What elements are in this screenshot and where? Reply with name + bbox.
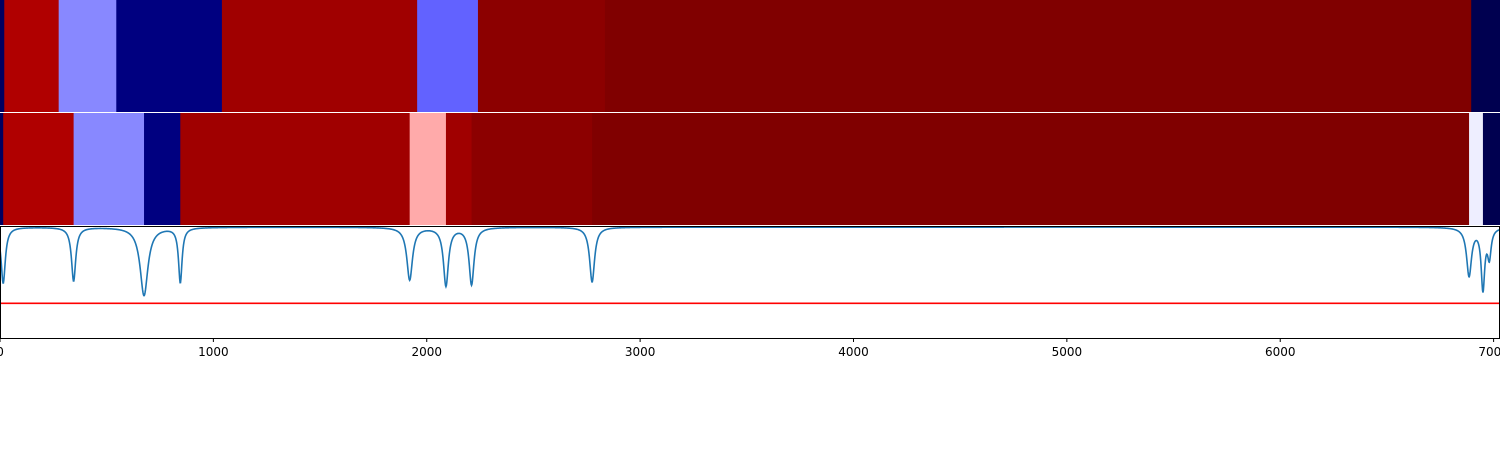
x-tick-label: 0 [0,345,4,359]
heatmap-segment [73,113,145,225]
heatmap-segment [604,0,1472,112]
heatmap-segment [1469,113,1484,225]
heatmap-segment [3,113,75,225]
signal-plot-frame [0,226,1500,339]
heatmap-track-1 [0,0,1500,112]
heatmap-segment [477,0,606,112]
heatmap-segment [1471,0,1500,112]
heatmap-segment [0,0,5,112]
x-axis: 0 1000 2000 3000 4000 5000 6000 7000 [0,338,1500,359]
heatmap-segment [417,0,479,112]
signal-plot: 0 1000 2000 3000 4000 5000 6000 7000 [0,226,1500,359]
x-tick-label: 2000 [411,345,442,359]
x-tick-label: 7000 [1478,345,1500,359]
x-tick-label: 3000 [625,345,656,359]
heatmap-segment [409,113,447,225]
x-tick-label: 6000 [1265,345,1296,359]
heatmap-segment [4,0,60,112]
x-tick-label: 1000 [198,345,229,359]
x-tick-label: 5000 [1052,345,1083,359]
heatmap-segment [180,113,411,225]
heatmap-segment [445,113,473,225]
heatmap-segment [116,0,223,112]
heatmap-segment [58,0,117,112]
heatmap-segment [1482,113,1500,225]
heatmap-segment [592,113,1470,225]
heatmap-segment [144,113,181,225]
x-tick-label: 4000 [838,345,869,359]
signal-series-line [0,226,1500,297]
heatmap-segment [0,113,4,225]
heatmap-segment [221,0,418,112]
heatmap-track-2 [0,113,1500,225]
heatmap-segment [471,113,593,225]
